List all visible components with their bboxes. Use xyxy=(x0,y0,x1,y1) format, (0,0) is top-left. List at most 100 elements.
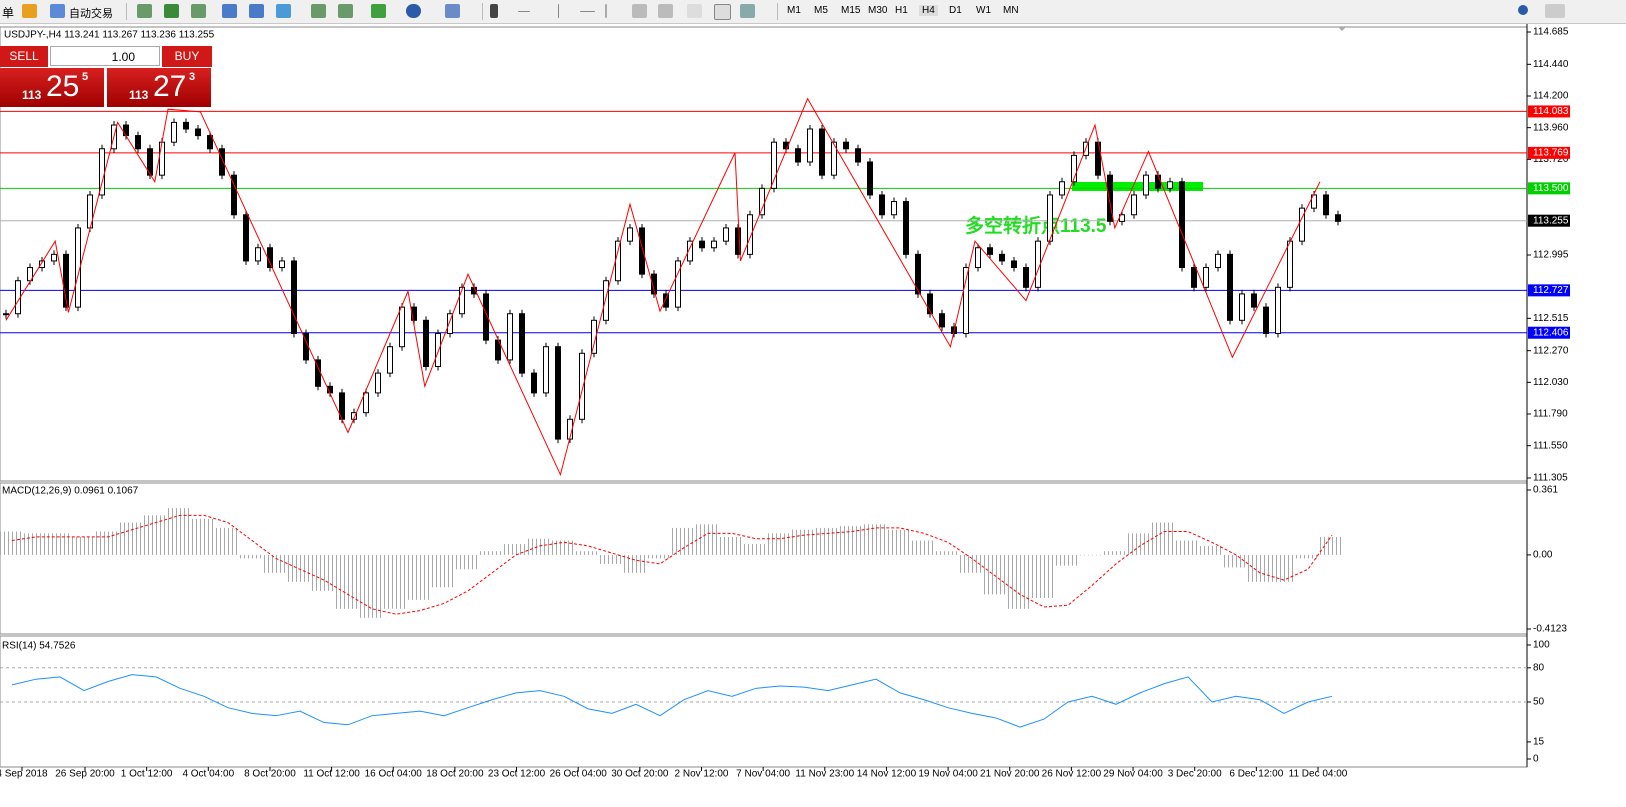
x-tick-label: 11 Oct 12:00 xyxy=(303,769,360,780)
candle xyxy=(207,135,213,150)
icon[interactable] xyxy=(338,4,353,18)
icon[interactable] xyxy=(50,4,65,18)
x-tick-label: 11 Dec 04:00 xyxy=(1289,769,1348,780)
macd-bar xyxy=(552,540,576,555)
macd-bar xyxy=(1272,554,1296,582)
icon[interactable] xyxy=(445,4,460,18)
icon[interactable] xyxy=(276,4,291,18)
timeframe-button[interactable]: M30 xyxy=(868,5,888,16)
candle xyxy=(891,201,897,216)
icon[interactable] xyxy=(714,4,731,20)
icon[interactable] xyxy=(518,11,530,12)
candle xyxy=(615,240,621,282)
macd-tick-label: 0.00 xyxy=(1533,550,1553,561)
candle xyxy=(831,141,837,176)
sell-button[interactable]: SELL xyxy=(0,46,48,67)
candle xyxy=(867,161,873,196)
candle xyxy=(699,240,705,249)
macd-bar xyxy=(24,533,48,555)
timeframe-button[interactable]: H1 xyxy=(895,5,908,16)
candle xyxy=(1203,267,1209,288)
candle xyxy=(579,352,585,420)
macd-bar xyxy=(792,529,816,555)
lot-input[interactable]: 1.00 xyxy=(50,46,160,66)
macd-label: MACD(12,26,9) 0.0961 0.1067 xyxy=(2,486,139,497)
candle xyxy=(1251,293,1257,308)
candle xyxy=(795,148,801,163)
level-label-bg xyxy=(1528,182,1570,195)
macd-bar xyxy=(408,554,432,600)
chat-icon[interactable] xyxy=(1545,4,1565,18)
search-icon[interactable] xyxy=(1518,5,1528,15)
candle xyxy=(1275,286,1281,335)
icon[interactable] xyxy=(558,4,559,18)
icon[interactable] xyxy=(222,4,237,18)
icon[interactable] xyxy=(687,4,702,18)
zigzag xyxy=(5,97,1321,477)
timeframe-button[interactable]: M5 xyxy=(814,5,828,16)
timeframe-button[interactable]: D1 xyxy=(949,5,962,16)
ask-price[interactable]: 113 27 3 xyxy=(107,68,211,107)
rsi-tick-label: 80 xyxy=(1533,662,1545,673)
level-label-bg xyxy=(1528,214,1570,227)
icon[interactable] xyxy=(164,4,179,18)
icon[interactable] xyxy=(137,4,152,18)
macd-bar xyxy=(384,554,408,609)
y-tick-label: 111.305 xyxy=(1533,473,1568,484)
candle xyxy=(195,128,201,137)
auto-trading[interactable]: 自动交易 xyxy=(69,8,113,20)
separator xyxy=(777,3,778,20)
timeframe-button[interactable]: M15 xyxy=(841,5,861,16)
candle xyxy=(723,227,729,242)
icon[interactable] xyxy=(658,4,673,18)
macd-bar xyxy=(576,551,600,555)
timeframe-button[interactable]: W1 xyxy=(976,5,991,16)
icon[interactable] xyxy=(311,4,326,18)
ask-main: 27 xyxy=(153,70,187,103)
x-tick-label: 8 Oct 20:00 xyxy=(244,769,296,780)
icon[interactable] xyxy=(490,4,498,18)
x-tick-label: 14 Nov 12:00 xyxy=(857,769,917,780)
buy-button[interactable]: BUY xyxy=(162,46,212,67)
icon[interactable] xyxy=(580,11,595,12)
macd-bar xyxy=(960,554,984,573)
level-label: 113.769 xyxy=(1533,148,1569,159)
icon[interactable] xyxy=(740,4,755,18)
macd-bar xyxy=(600,554,624,564)
candle xyxy=(1215,253,1221,269)
macd-bar xyxy=(504,544,528,555)
x-tick-label: 1 Oct 12:00 xyxy=(121,769,173,780)
icon[interactable] xyxy=(406,4,421,18)
candle xyxy=(39,260,45,269)
timeframe-button[interactable]: H4 xyxy=(919,5,938,16)
icon[interactable] xyxy=(249,4,264,18)
macd-bar xyxy=(144,515,168,555)
bid-price[interactable]: 113 25 5 xyxy=(0,68,104,107)
macd-signal xyxy=(11,514,1333,615)
icon[interactable] xyxy=(605,4,607,18)
x-tick-label: 3 Dec 20:00 xyxy=(1168,769,1222,780)
separator xyxy=(126,3,127,20)
icon[interactable] xyxy=(632,4,647,18)
macd-bar xyxy=(1152,522,1176,555)
macd-bar xyxy=(1296,554,1320,559)
rsi-line xyxy=(11,674,1333,728)
y-tick-label: 112.995 xyxy=(1533,250,1569,261)
candle xyxy=(519,313,525,374)
y-tick-label: 113.960 xyxy=(1533,122,1569,133)
x-tick-label: 18 Oct 20:00 xyxy=(426,769,484,780)
candle xyxy=(1011,260,1017,269)
x-tick-label: 4 Oct 04:00 xyxy=(182,769,234,780)
timeframe-button[interactable]: MN xyxy=(1003,5,1019,16)
icon[interactable] xyxy=(22,4,37,18)
candle xyxy=(1239,293,1245,321)
candle xyxy=(759,187,765,216)
icon[interactable] xyxy=(371,4,386,18)
timeframe-button[interactable]: M1 xyxy=(787,5,801,16)
toolbar: 单 自动交易 M1 M5 M15 M30 H1 H4 D1 W1 MN xyxy=(0,0,1626,24)
icon[interactable] xyxy=(191,4,206,18)
candle xyxy=(1335,214,1341,222)
ask-small: 3 xyxy=(189,71,196,83)
menu-fragment[interactable]: 单 xyxy=(2,6,15,20)
